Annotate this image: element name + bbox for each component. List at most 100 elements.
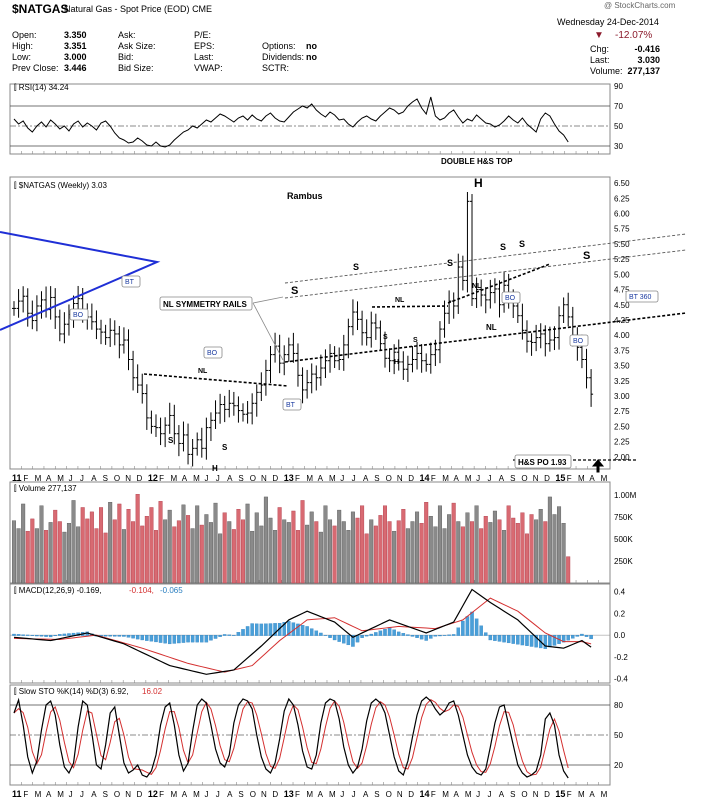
volume-bar — [254, 512, 259, 584]
bt-callout: BT — [125, 279, 135, 286]
volume-tick-label: 500K — [614, 535, 633, 544]
volume-bar — [135, 494, 140, 584]
neckline-left — [371, 305, 449, 308]
month-tick-label: M — [306, 790, 313, 799]
macd-hist-bar — [543, 634, 548, 649]
month-tick-label: S — [238, 474, 243, 483]
macd-tick-label: 0.0 — [614, 631, 626, 640]
volume-bar — [433, 526, 438, 584]
volume-bar — [62, 531, 67, 584]
month-tick-label: J — [69, 790, 73, 799]
volume-bar — [497, 519, 502, 584]
month-tick-label: J — [216, 474, 220, 483]
field-label: Bid: — [118, 52, 134, 62]
volume-bar — [529, 514, 534, 584]
volume-bar — [153, 530, 158, 584]
price-tick-label: 6.50 — [614, 179, 630, 188]
price-tick-label: 5.75 — [614, 225, 630, 234]
macd-hist-bar — [429, 634, 433, 639]
macd-hist-bar — [16, 634, 21, 636]
macd-hist-bar — [250, 623, 254, 636]
month-tick-label: N — [533, 790, 539, 799]
macd-hist-bar — [516, 634, 520, 645]
macd-hist-bar — [21, 634, 25, 636]
bo-callout-box — [569, 334, 589, 347]
volume-bar — [44, 530, 49, 584]
volume-bar — [89, 511, 94, 584]
volume-bar — [405, 528, 410, 584]
macd-hist-bar — [149, 634, 154, 642]
month-tick-label: J — [487, 790, 491, 799]
volume-bar — [419, 523, 424, 584]
right-field-value: 277,137 — [627, 66, 660, 76]
macd-hist-bar — [131, 634, 135, 639]
price-tick-label: 6.00 — [614, 210, 630, 219]
volume-bar — [236, 509, 241, 584]
volume-bar — [277, 507, 282, 584]
macd-hist-bar — [360, 634, 364, 638]
month-tick-label: M — [35, 474, 42, 483]
volume-tick-label: 1.00M — [614, 491, 637, 500]
volume-bar — [121, 529, 126, 584]
volume-bar — [314, 521, 319, 584]
volume-bar — [300, 500, 305, 584]
month-tick-label: A — [589, 790, 595, 799]
volume-bar — [66, 523, 71, 584]
volume-bar — [364, 533, 369, 584]
month-tick-label: M — [601, 474, 608, 483]
bo-callout: BO — [207, 350, 218, 357]
volume-bar — [117, 503, 122, 584]
month-tick-label: N — [261, 790, 267, 799]
month-tick-label: M — [193, 790, 200, 799]
rsi-legend: ⫿ RSI(14) 34.24 — [14, 83, 69, 92]
rail-upper — [284, 233, 687, 284]
bo-callout: BO — [73, 312, 84, 319]
bo-callout: BO — [573, 338, 584, 345]
shoulder-label: S — [500, 242, 506, 252]
head-label-2014: H — [474, 176, 483, 190]
macd-signal-line — [13, 597, 592, 673]
month-tick-label: A — [227, 474, 233, 483]
volume-bar — [213, 502, 218, 584]
month-tick-label: O — [521, 474, 527, 483]
volume-bar — [547, 496, 552, 584]
bo-callout-box — [203, 346, 223, 359]
volume-bar — [16, 528, 21, 584]
volume-bar — [218, 533, 223, 584]
volume-bar — [515, 523, 520, 584]
month-tick-label: M — [57, 790, 64, 799]
field-label: Low: — [12, 52, 32, 62]
volume-bar — [543, 521, 548, 584]
bt360-callout: BT 360 — [629, 294, 652, 301]
month-tick-label: N — [261, 474, 267, 483]
macd-hist-bar — [126, 634, 131, 638]
month-tick-label: J — [352, 474, 356, 483]
volume-bar — [85, 518, 90, 584]
volume-bar — [231, 529, 236, 584]
month-tick-label: M — [35, 790, 42, 799]
month-tick-label: F — [159, 790, 164, 799]
month-tick-label: D — [544, 474, 550, 483]
volume-bar — [305, 524, 310, 584]
volume-bar — [295, 530, 300, 584]
nl-label: NL — [198, 368, 208, 375]
month-tick-label: N — [397, 474, 403, 483]
field-value: 3.350 — [64, 30, 87, 40]
month-tick-label: J — [80, 474, 84, 483]
month-tick-label: F — [23, 474, 28, 483]
volume-bar — [144, 516, 149, 584]
macd-hist-bar — [268, 623, 273, 636]
volume-bar — [332, 525, 337, 584]
macd-hist-bar — [511, 634, 515, 644]
macd-hist-bar — [378, 630, 383, 636]
price-tick-label: 5.00 — [614, 270, 630, 279]
macd-hist-bar — [424, 634, 428, 641]
nl-label: NL — [395, 297, 405, 304]
macd-hist-bar — [415, 634, 419, 638]
volume-bar — [538, 509, 543, 584]
shoulder-label: S — [413, 337, 418, 344]
month-tick-label: O — [386, 474, 392, 483]
volume-bar — [479, 528, 484, 584]
macd-hist-bar — [48, 634, 53, 638]
macd-hist-bar — [451, 634, 456, 636]
